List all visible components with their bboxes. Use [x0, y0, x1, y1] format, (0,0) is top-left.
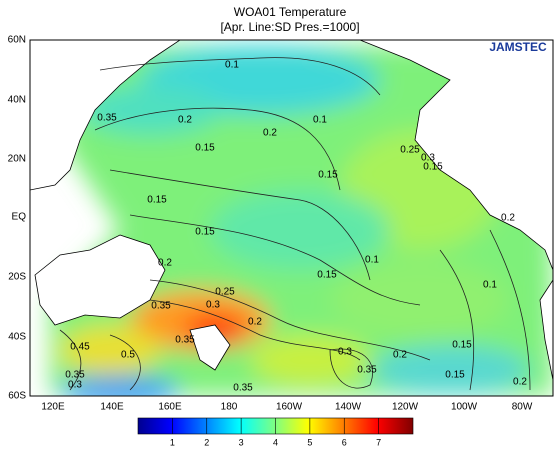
lon-label: 140E — [100, 402, 124, 413]
colorbar-tick-label: 6 — [342, 437, 347, 447]
contour-label: 0.2 — [263, 128, 277, 139]
contour-label: 0.35 — [65, 370, 85, 381]
lon-label: 160W — [276, 402, 303, 413]
lon-label: 180 — [221, 402, 238, 413]
logo: JAMSTEC — [489, 40, 547, 54]
contour-label: 0.25 — [400, 145, 420, 156]
contour-label: 0.15 — [423, 162, 443, 173]
contour-label: 0.1 — [313, 115, 327, 126]
land-america — [359, 40, 553, 271]
contour-label: 0.5 — [121, 350, 135, 361]
contour-label: 0.15 — [318, 170, 338, 181]
map-frame — [29, 39, 554, 397]
contour-label: 0.35 — [357, 365, 377, 376]
contour-label: 0.2 — [513, 377, 527, 388]
colorbar-tick-label: 5 — [307, 437, 312, 447]
contour-label: 0.2 — [501, 213, 515, 224]
contour-label: 0.1 — [483, 280, 497, 291]
contour-label: 0.35 — [233, 383, 253, 394]
lat-label: 60S — [8, 391, 26, 402]
contour-label: 0.35 — [151, 301, 171, 312]
temperature-field — [30, 40, 553, 396]
lat-label: 40N — [8, 95, 26, 106]
subtitle: [Apr. Line:SD Pres.=1000] — [220, 20, 359, 34]
colorbar-tick-label: 3 — [239, 437, 244, 447]
land-asia — [30, 40, 181, 191]
contour-label: 0.15 — [452, 340, 472, 351]
contour-label: 0.15 — [445, 370, 465, 381]
land-south-america — [539, 279, 553, 381]
lon-label: 160E — [158, 402, 182, 413]
contour-label: 0.3 — [421, 153, 435, 164]
lon-label: 100W — [451, 402, 478, 413]
lon-label: 120E — [41, 402, 65, 413]
contour-label: 0.25 — [215, 287, 235, 298]
contour-label: 0.45 — [70, 342, 90, 353]
colorbar-tick-label: 2 — [204, 437, 209, 447]
lat-label: 40S — [8, 332, 26, 343]
lat-label: EQ — [12, 212, 27, 223]
contour-label: 0.15 — [147, 195, 167, 206]
contour-label: 0.2 — [178, 115, 192, 126]
colorbar-tick-label: 4 — [273, 437, 278, 447]
contour-label: 0.15 — [195, 227, 215, 238]
contour-label: 0.35 — [97, 113, 117, 124]
contour-label: 0.1 — [225, 60, 239, 71]
lon-label: 80W — [512, 402, 533, 413]
contour-label: 0.15 — [195, 143, 215, 154]
lat-label: 20N — [8, 154, 26, 165]
contour-label: 0.35 — [175, 335, 195, 346]
land-australia — [34, 234, 166, 326]
contour-label: 0.1 — [365, 255, 379, 266]
lon-label: 140W — [335, 402, 362, 413]
contour-label: 0.3 — [206, 300, 220, 311]
title: WOA01 Temperature — [234, 5, 347, 19]
contour-label: 0.2 — [158, 258, 172, 269]
colorbar-tick-label: 1 — [170, 437, 175, 447]
lon-label: 120W — [392, 402, 419, 413]
contour-label: 0.3 — [338, 347, 352, 358]
land-new-zealand — [189, 324, 231, 371]
lat-label: 60N — [8, 35, 26, 46]
contour-label: 0.3 — [68, 380, 82, 391]
lat-label: 20S — [8, 272, 26, 283]
contour-label: 0.15 — [317, 270, 337, 281]
contour-label: 0.2 — [248, 317, 262, 328]
contour-label: 0.2 — [393, 350, 407, 361]
colorbar-tick-label: 7 — [376, 437, 381, 447]
